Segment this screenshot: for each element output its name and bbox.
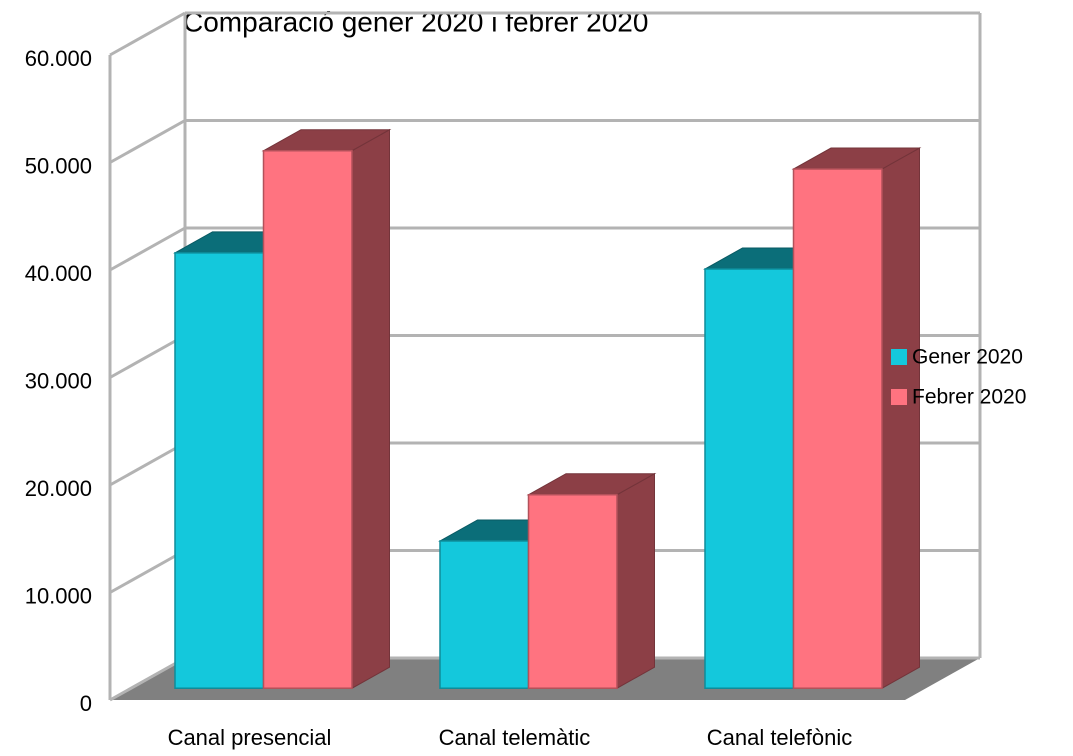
legend-swatch <box>891 349 907 365</box>
grid-line <box>109 119 186 164</box>
bar-side <box>616 472 655 690</box>
x-tick-label: Canal telemàtic <box>439 725 591 750</box>
grid-line <box>109 656 186 702</box>
y-tick-label: 0 <box>80 691 92 716</box>
grid-line <box>109 226 186 272</box>
bar <box>174 252 265 689</box>
y-tick-label: 60.000 <box>25 46 92 71</box>
y-tick-label: 20.000 <box>25 476 92 501</box>
bar <box>792 168 883 689</box>
grid-line <box>109 11 186 57</box>
y-tick-label: 10.000 <box>25 583 92 608</box>
bar-side <box>881 147 920 690</box>
bar <box>439 540 530 689</box>
chart-title: Comparació gener 2020 i febrer 2020 <box>183 6 648 37</box>
grid-line <box>109 441 186 487</box>
legend-label: Gener 2020 <box>912 346 1023 369</box>
legend-swatch <box>891 389 907 405</box>
y-tick-label: 40.000 <box>25 261 92 286</box>
x-tick-label: Canal telefònic <box>707 725 853 750</box>
bar <box>527 493 618 689</box>
y-tick-label: 30.000 <box>25 368 92 393</box>
x-tick-label: Canal presencial <box>168 725 332 750</box>
y-tick-label: 50.000 <box>25 153 92 178</box>
bar <box>262 149 353 689</box>
grid-line <box>109 549 186 594</box>
bar-side <box>351 128 390 690</box>
bar <box>704 268 795 689</box>
legend-label: Febrer 2020 <box>912 386 1026 409</box>
grid-line <box>109 334 186 379</box>
